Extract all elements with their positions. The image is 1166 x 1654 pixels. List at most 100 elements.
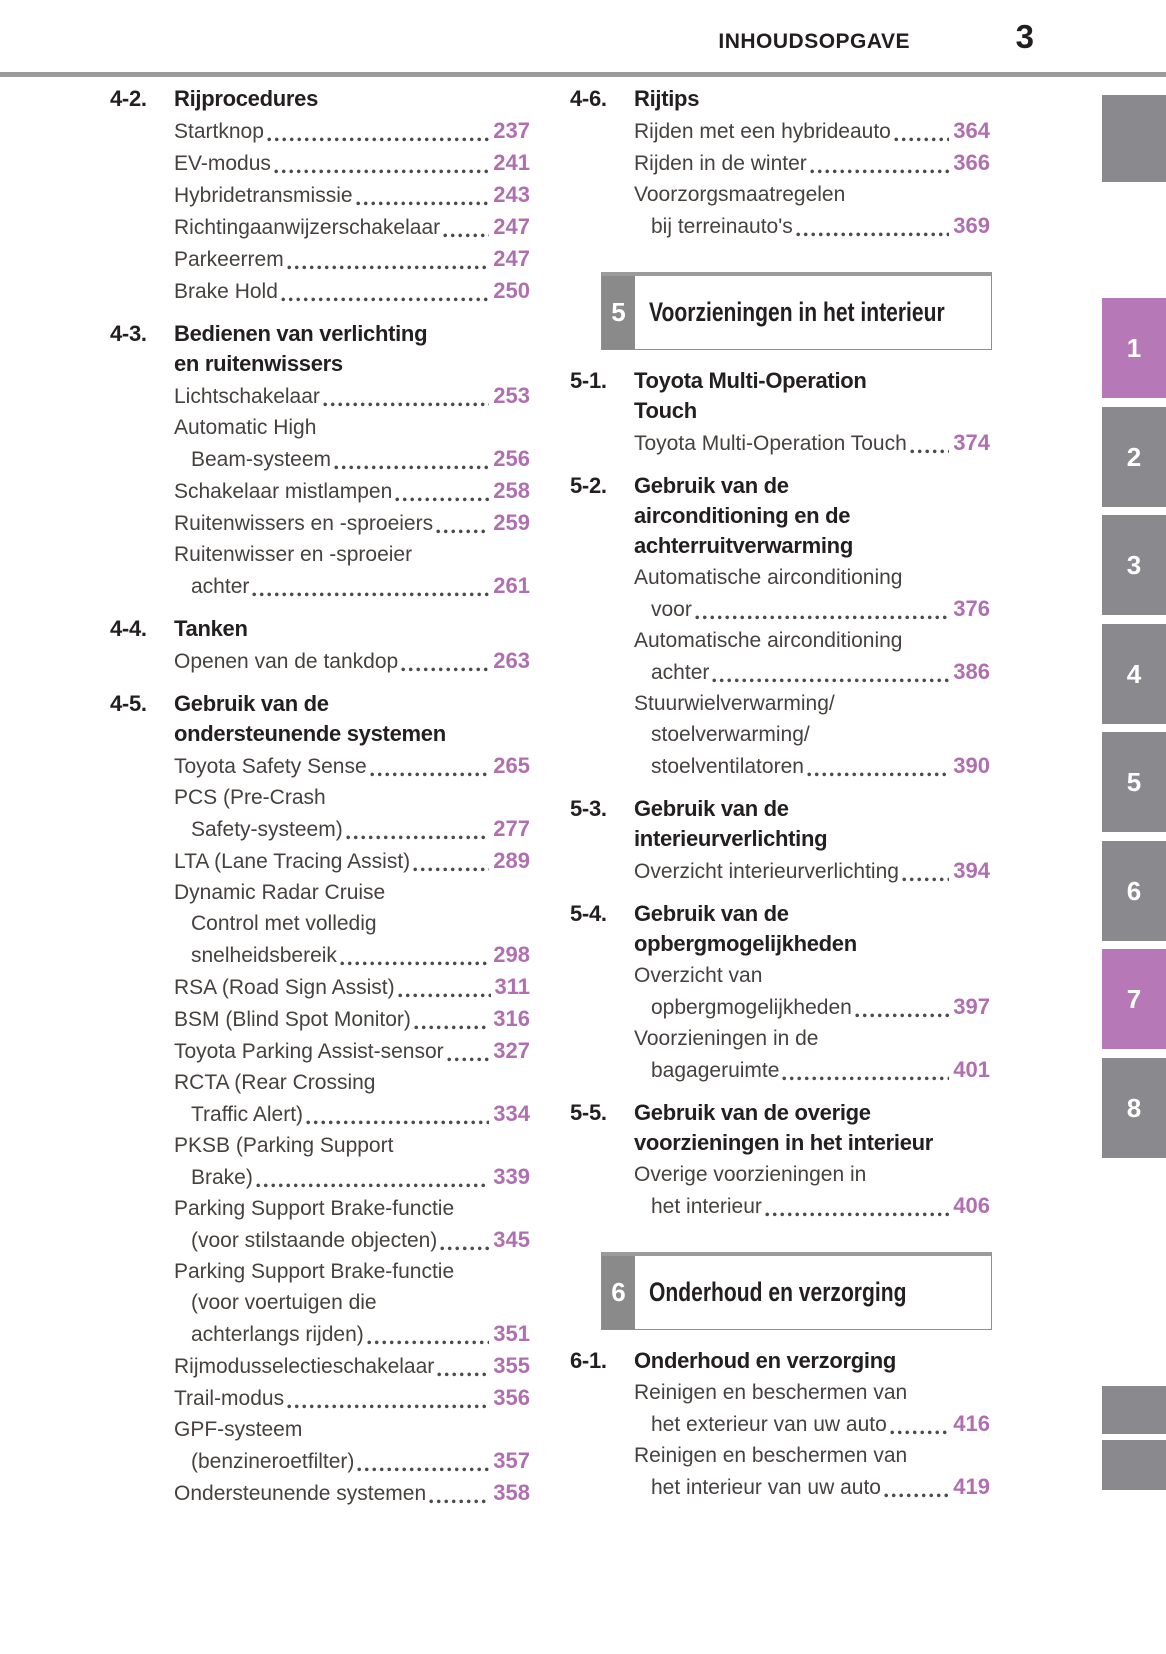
section-number: 4-6. — [570, 86, 607, 111]
section-title: Gebruik van de airconditioning en de achte… — [634, 471, 990, 561]
section-heading: 5-4. Gebruik van de opbergmogelijkheden — [570, 899, 990, 959]
toc-column-right: 4-6. Rijtips Rijden met een hybrideauto 364… — [570, 84, 992, 1509]
toc-entry: Stuurwielverwarming/stoelverwarming/stoe… — [570, 688, 990, 782]
entry-text: opbergmogelijkheden — [651, 996, 852, 1019]
toc-section: 4-2. Rijprocedures Startknop 237 EV-modus 241… — [110, 84, 530, 307]
entry-page-number: 237 — [493, 118, 530, 143]
entry-text: Parkeerrem — [174, 248, 284, 271]
toc-entry: Parking Support Brake-functie (voor stils… — [110, 1193, 530, 1256]
entry-line: Reinigen en beschermen van — [634, 1444, 908, 1467]
entry-text: RSA (Road Sign Assist) — [174, 976, 395, 999]
entry-line: PCS (Pre-Crash — [174, 786, 326, 809]
entry-line: Safety-systeem) 277 — [174, 813, 530, 845]
section-number: 5-3. — [570, 796, 607, 821]
chapter-heading-box: 6 Onderhoud en verzorging — [601, 1252, 992, 1330]
dot-leader — [401, 667, 490, 672]
entry-page-number: 419 — [953, 1474, 990, 1499]
dot-leader — [266, 137, 490, 142]
entry-line: Parkeerrem 247 — [174, 243, 530, 275]
entry-line: achter 386 — [634, 656, 990, 688]
entry-text: Toyota Safety Sense — [174, 755, 367, 778]
dot-leader — [443, 233, 490, 238]
section-title-line: interieurverlichting — [634, 826, 828, 851]
dot-leader — [440, 1246, 490, 1251]
entry-page-number: 345 — [493, 1227, 530, 1252]
dot-leader — [306, 1120, 490, 1125]
entry-line: Ruitenwisser en -sproeier — [174, 543, 413, 566]
dot-leader — [322, 402, 490, 407]
entry-line: Voorzorgsmaatregelen — [634, 183, 846, 206]
dot-leader — [397, 993, 491, 998]
entry-line: RSA (Road Sign Assist) 311 — [174, 971, 530, 1003]
entry-line: Control met volledig — [191, 912, 377, 935]
entry-text: achter — [191, 575, 250, 598]
entry-line: (voor voertuigen die — [191, 1291, 377, 1314]
dot-leader — [366, 1340, 490, 1345]
entry-page-number: 241 — [493, 150, 530, 175]
section-title-line: achterruitverwarming — [634, 533, 853, 558]
section-title: Gebruik van de overige voorzieningen in h… — [634, 1098, 990, 1158]
toc-columns: 4-2. Rijprocedures Startknop 237 EV-modus 241… — [110, 84, 992, 1509]
dot-leader — [345, 835, 490, 840]
entry-line: het interieur 406 — [634, 1190, 990, 1222]
entry-page-number: 374 — [953, 430, 990, 455]
section-title-line: Touch — [634, 398, 697, 423]
entry-page-number: 339 — [493, 1164, 530, 1189]
entry-text: stoelventilatoren — [651, 755, 804, 778]
toc-entry: Hybridetransmissie 243 — [110, 179, 530, 211]
section-title: Gebruik van de opbergmogelijkheden — [634, 899, 990, 959]
toc-entry: RCTA (Rear Crossing Traffic Alert) 334 — [110, 1067, 530, 1130]
entry-line: Rijden in de winter 366 — [634, 147, 990, 179]
entry-line: Toyota Parking Assist-sensor 327 — [174, 1035, 530, 1067]
entry-text: Hybridetransmissie — [174, 184, 353, 207]
entry-line: Openen van de tankdop 263 — [174, 645, 530, 677]
chapter-title: Onderhoud en verzorging — [649, 1277, 907, 1307]
toc-entry: Dynamic Radar Cruise Control met volledig… — [110, 877, 530, 971]
toc-section: 4-3. Bedienen van verlichting en ruitenwis… — [110, 319, 530, 602]
toc-entry: Toyota Multi-Operation Touch 374 — [570, 427, 990, 459]
dot-leader — [694, 615, 950, 620]
toc-section: 5-2. Gebruik van de airconditioning en de a… — [570, 471, 990, 782]
entry-line: achter 261 — [174, 570, 530, 602]
side-tab-spacer-top — [1102, 95, 1166, 182]
entry-line: Traffic Alert) 334 — [174, 1098, 530, 1130]
entry-page-number: 277 — [493, 816, 530, 841]
dot-leader — [795, 232, 950, 237]
entry-page-number: 327 — [493, 1038, 530, 1063]
entry-line: Reinigen en beschermen van — [634, 1381, 908, 1404]
entry-text: Rijmodusselectieschakelaar — [174, 1355, 435, 1378]
dot-leader — [901, 877, 950, 882]
dot-leader — [413, 867, 490, 872]
entry-line: Overzicht interieurverlichting 394 — [634, 855, 990, 887]
entry-text: bagageruimte — [651, 1059, 780, 1082]
section-number: 5-4. — [570, 901, 607, 926]
entry-page-number: 247 — [493, 214, 530, 239]
section-title-line: Gebruik van de — [174, 691, 329, 716]
toc-section: 5-5. Gebruik van de overige voorzieningen … — [570, 1098, 990, 1222]
section-title: Onderhoud en verzorging — [634, 1346, 990, 1376]
section-title-line: Gebruik van de overige — [634, 1100, 871, 1125]
entry-line: bij terreinauto's 369 — [634, 210, 990, 242]
entry-text: Openen van de tankdop — [174, 650, 399, 673]
entry-text: BSM (Blind Spot Monitor) — [174, 1008, 411, 1031]
entry-text: (benzineroetfilter) — [191, 1450, 355, 1473]
entry-text: het exterieur van uw auto — [651, 1413, 887, 1436]
dot-leader — [883, 1493, 950, 1498]
section-title-line: Rijtips — [634, 86, 700, 111]
toc-entry: Rijden met een hybrideauto 364 — [570, 115, 990, 147]
entry-text: Rijden met een hybrideauto — [634, 120, 891, 143]
side-tab-4: 4 — [1102, 624, 1166, 724]
toc-section: 5-4. Gebruik van de opbergmogelijkheden Ove… — [570, 899, 990, 1086]
entry-line: stoelventilatoren 390 — [634, 750, 990, 782]
entry-page-number: 334 — [493, 1101, 530, 1126]
toc-entry: EV-modus 241 — [110, 147, 530, 179]
entry-line: Overige voorzieningen in — [634, 1163, 867, 1186]
toc-section: 5-3. Gebruik van de interieurverlichting Ov… — [570, 794, 990, 887]
entry-text: Richtingaanwijzerschakelaar — [174, 216, 441, 239]
dot-leader — [893, 137, 950, 142]
dot-leader — [357, 1467, 490, 1472]
toc-entry: BSM (Blind Spot Monitor) 316 — [110, 1003, 530, 1035]
toc-section: 4-4. Tanken Openen van de tankdop 263 — [110, 614, 530, 677]
entry-line: LTA (Lane Tracing Assist) 289 — [174, 845, 530, 877]
entry-line: Hybridetransmissie 243 — [174, 179, 530, 211]
